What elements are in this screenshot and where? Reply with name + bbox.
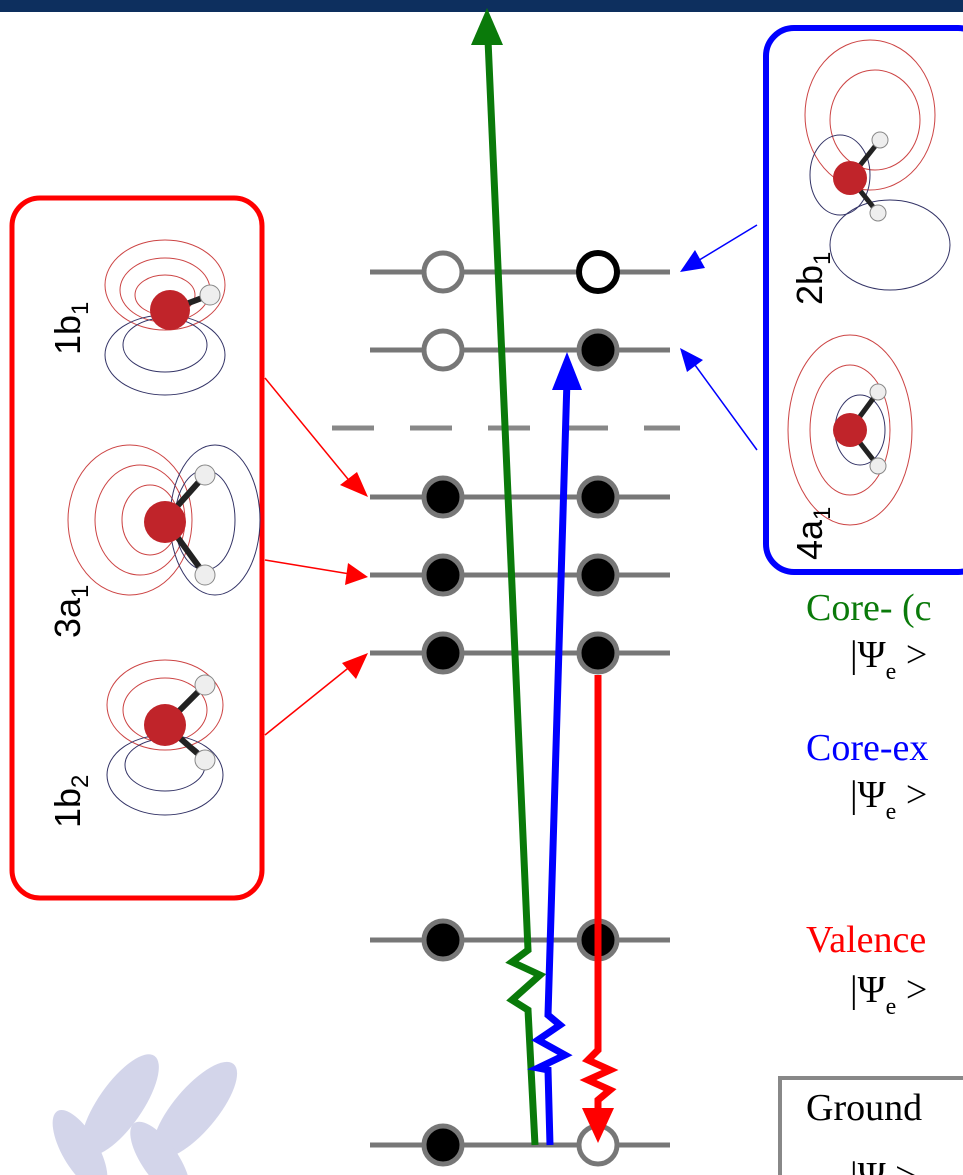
text-part: 2b [789, 265, 830, 305]
text-part: 1b [47, 315, 88, 355]
transition-name: Valence [806, 919, 926, 961]
orbital-label: 2b1 [789, 252, 836, 305]
transition-name: Core-ex [806, 727, 928, 769]
orbital-label: 1b1 [47, 302, 94, 355]
text-part: > [896, 774, 927, 816]
arrow-head [471, 8, 503, 45]
text-part: 1b [47, 788, 88, 828]
text-part: |Ψ [850, 1155, 886, 1175]
text-part: |Ψ [850, 969, 886, 1011]
slide: 1b1 3a1 1b2 2b1 4a1 [0, 0, 963, 1175]
orbital-label: 1b2 [47, 775, 94, 828]
text-part: |Ψ [850, 774, 886, 816]
text-part: 1 [809, 507, 836, 520]
text-part: > [896, 634, 927, 676]
orbital-label: 3a1 [47, 585, 94, 638]
text-part: 2 [67, 775, 94, 788]
text-part: 4a [789, 519, 830, 560]
state: |Ψe > [850, 969, 927, 1020]
ground-name: Ground [806, 1087, 922, 1129]
pointers [265, 225, 757, 735]
text-part: 1 [67, 302, 94, 315]
watermark [42, 1043, 251, 1175]
text-part: 3a [47, 597, 88, 638]
orbital-label: 4a1 [789, 507, 836, 560]
text-part: 1 [67, 585, 94, 598]
state: |Ψe > [850, 634, 927, 685]
state: |Ψe > [850, 774, 927, 825]
text-part: e [886, 994, 897, 1020]
transition-name: Core- (c [806, 587, 932, 629]
top-bar [0, 0, 963, 12]
arrow-head [552, 352, 582, 390]
text-part: 1 [809, 252, 836, 265]
text-part: e [886, 799, 897, 825]
text-part: e [886, 659, 897, 685]
state: |Ψ > [850, 1155, 917, 1175]
text-part: > [896, 969, 927, 1011]
text-part: > [886, 1155, 917, 1175]
text-part: |Ψ [850, 634, 886, 676]
